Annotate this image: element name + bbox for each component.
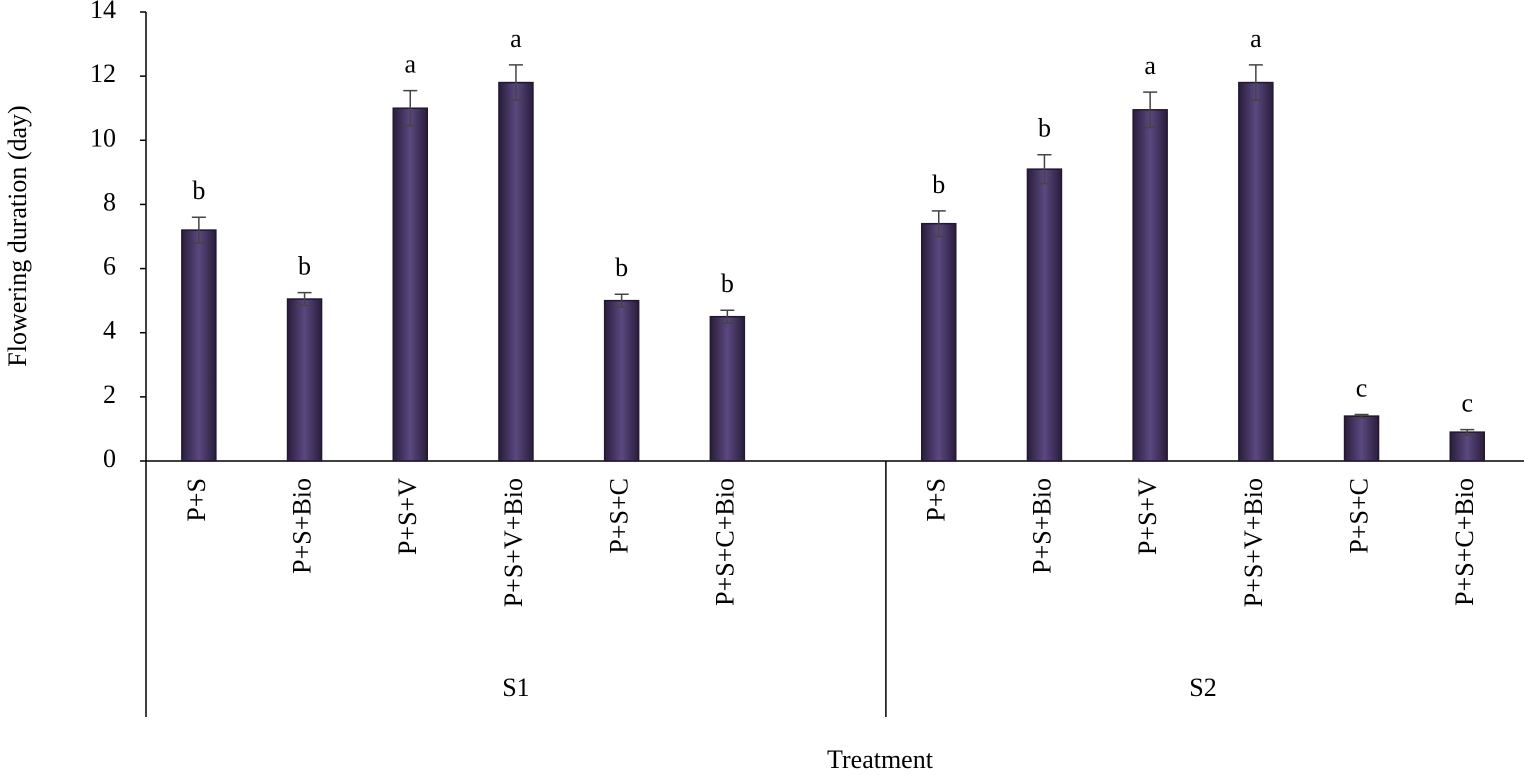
x-tick-label: P+S+Bio bbox=[288, 478, 317, 574]
group-label: S1 bbox=[502, 673, 529, 702]
x-tick-label: P+S+C+Bio bbox=[1450, 478, 1479, 606]
significance-letter: b bbox=[1038, 114, 1051, 143]
y-tick-label: 4 bbox=[103, 316, 116, 345]
bar bbox=[603, 299, 640, 462]
y-tick-label: 8 bbox=[103, 187, 116, 216]
y-tick-label: 10 bbox=[90, 123, 116, 152]
y-tick-label: 2 bbox=[103, 380, 116, 409]
error-bar bbox=[1248, 64, 1263, 101]
x-tick-label: P+S+Bio bbox=[1027, 478, 1056, 574]
group-label: S2 bbox=[1189, 673, 1216, 702]
significance-letter: b bbox=[192, 176, 205, 205]
significance-letter: b bbox=[721, 269, 734, 298]
bar bbox=[1132, 109, 1168, 462]
error-bar bbox=[931, 210, 946, 238]
bar bbox=[498, 81, 534, 462]
x-tick-label: P+S+V+Bio bbox=[499, 478, 528, 607]
error-bar bbox=[403, 89, 418, 127]
x-axis-title: Treatment bbox=[827, 745, 934, 774]
error-bar bbox=[191, 216, 206, 244]
x-tick-label: P+S+C bbox=[605, 478, 634, 554]
bar bbox=[286, 298, 323, 462]
y-tick-label: 0 bbox=[103, 444, 116, 473]
x-tick-label: P+S+C+Bio bbox=[710, 478, 739, 606]
error-bar bbox=[297, 291, 312, 307]
bar bbox=[1238, 81, 1274, 462]
x-tick-label: P+S+V bbox=[1133, 478, 1162, 555]
bar bbox=[181, 229, 217, 462]
x-tick-label: P+S+V+Bio bbox=[1239, 478, 1268, 607]
bar bbox=[709, 315, 746, 462]
significance-letter: a bbox=[1144, 51, 1156, 80]
error-bar bbox=[614, 293, 629, 308]
significance-letter: b bbox=[932, 170, 945, 199]
significance-letter: c bbox=[1461, 389, 1473, 418]
bar bbox=[1026, 168, 1063, 462]
bar bbox=[392, 107, 428, 462]
y-tick-label: 14 bbox=[90, 0, 116, 24]
error-bar bbox=[1143, 91, 1158, 129]
y-tick-label: 12 bbox=[90, 59, 116, 88]
error-bar bbox=[1460, 428, 1475, 436]
significance-letter: a bbox=[404, 50, 416, 79]
error-bar bbox=[720, 309, 735, 324]
significance-letter: a bbox=[510, 24, 522, 53]
x-tick-label: P+S bbox=[182, 478, 211, 522]
significance-letter: c bbox=[1356, 373, 1368, 402]
y-axis-title: Flowering duration (day) bbox=[3, 105, 32, 366]
y-tick-label: 6 bbox=[103, 252, 116, 281]
error-bar bbox=[1354, 413, 1369, 419]
bar bbox=[921, 222, 957, 462]
significance-letter: b bbox=[298, 252, 311, 281]
bar bbox=[1343, 415, 1380, 462]
error-bar bbox=[508, 64, 523, 101]
error-bar bbox=[1037, 153, 1052, 185]
x-tick-label: P+S bbox=[922, 478, 951, 522]
significance-letter: b bbox=[615, 253, 628, 282]
significance-letter: a bbox=[1250, 24, 1262, 53]
x-tick-label: P+S+C bbox=[1345, 478, 1374, 554]
bar bbox=[1449, 431, 1485, 462]
x-tick-label: P+S+V bbox=[393, 478, 422, 555]
